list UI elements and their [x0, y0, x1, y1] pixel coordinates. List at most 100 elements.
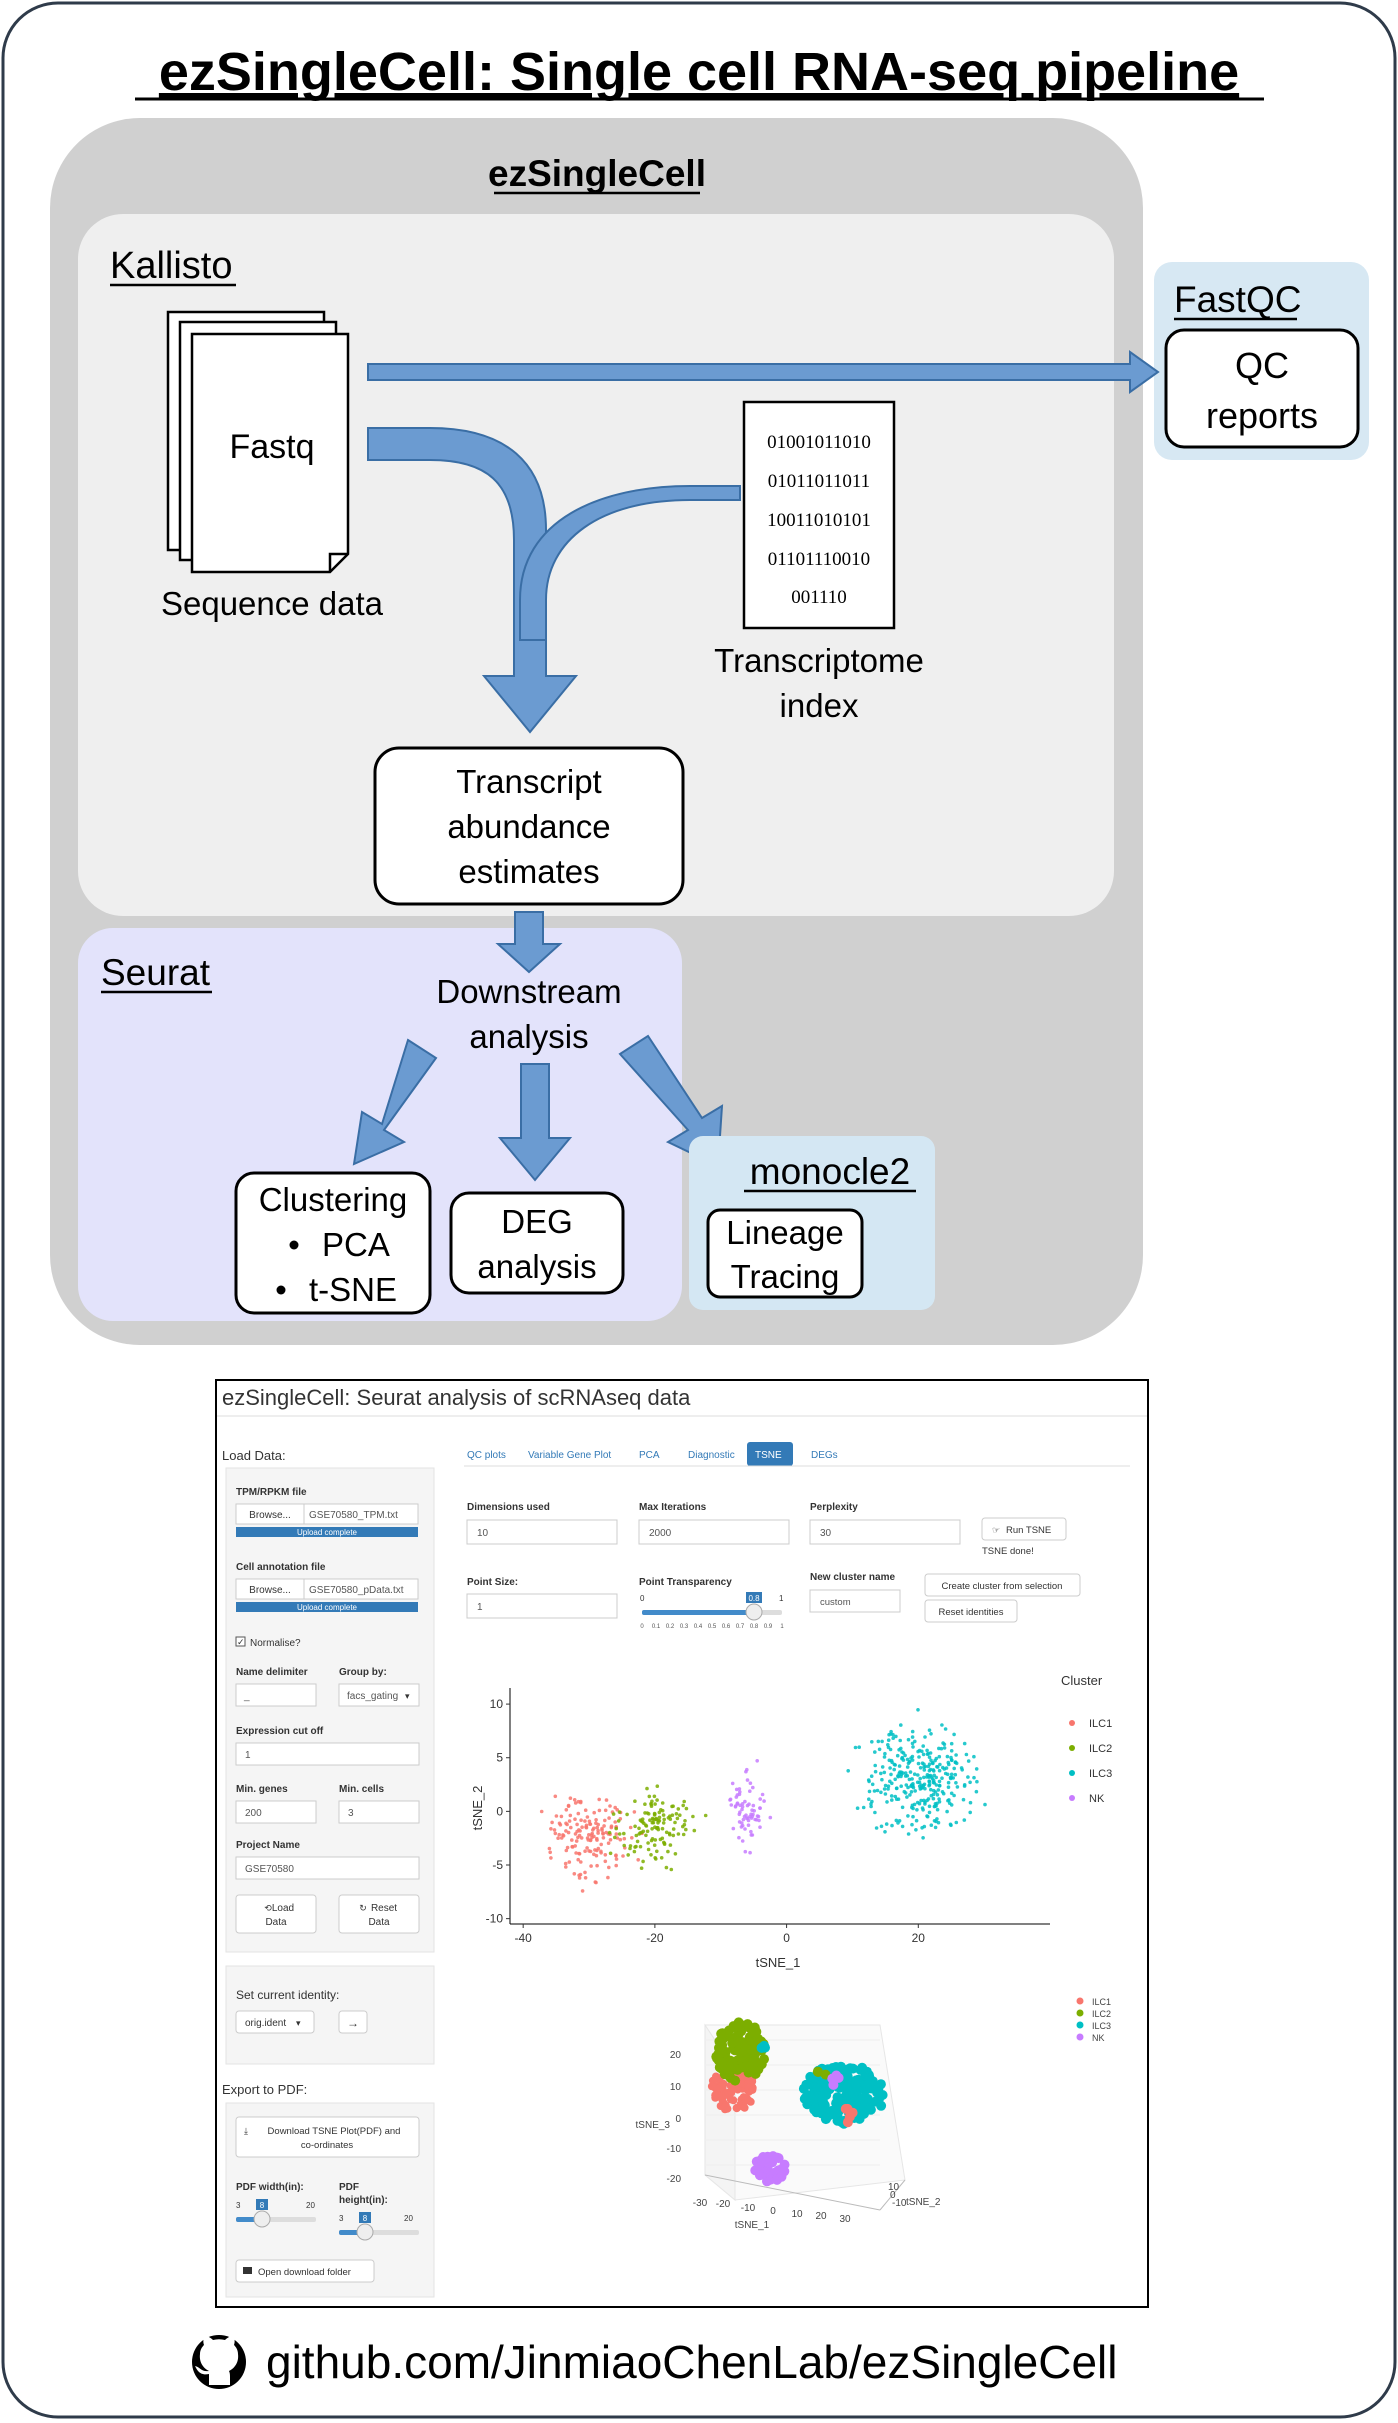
transparency-tick-labels: 0 0.1 0.2 0.3 0.4 0.5 0.6 0.7 0.8 0.9 1 [640, 1624, 784, 1630]
run-tsne-button[interactable] [981, 1517, 1067, 1541]
point-ilc2 [661, 1821, 666, 1825]
point-ilc2 [651, 1820, 656, 1825]
tab-degs[interactable]: DEGs [811, 1450, 838, 1461]
point-ilc3 [937, 1797, 941, 1801]
tsne-2d-plot[interactable]: -40 -20 0 20 10 5 0 -5 -10 tSNE_1 tSNE_2 [470, 1688, 1050, 1970]
point-ilc2 [703, 1813, 708, 1818]
point-ilc2 [644, 1824, 649, 1828]
arrow-to-clustering [352, 1038, 438, 1166]
pdf-width-slider-handle[interactable] [253, 2210, 271, 2228]
point-ilc3 [879, 1824, 884, 1829]
perp-input[interactable] [809, 1519, 961, 1545]
tab-variable-gene-plot[interactable]: Variable Gene Plot [528, 1450, 611, 1461]
transparency-slider-handle[interactable] [745, 1603, 763, 1621]
load-data-button[interactable] [235, 1894, 317, 1934]
point-nk [768, 1815, 773, 1820]
reset-data-button[interactable] [338, 1894, 420, 1934]
plot3d-z-tick: -10 [667, 2144, 682, 2155]
point-ilc3 [947, 1762, 951, 1767]
min-genes-input[interactable] [235, 1800, 317, 1824]
point-ilc3 [972, 1754, 976, 1759]
point-ilc2 [666, 1849, 670, 1854]
deg-line2: analysis [477, 1248, 596, 1285]
tab-diagnostic[interactable]: Diagnostic [688, 1450, 735, 1461]
reset-identities-button[interactable] [924, 1599, 1018, 1623]
iter-input[interactable] [638, 1519, 790, 1545]
y-tick-label: -10 [486, 1912, 504, 1926]
identity-select[interactable] [235, 2010, 315, 2034]
seurat-label: Seurat [101, 952, 211, 993]
group-by-select[interactable] [338, 1683, 420, 1707]
tab-pca[interactable]: PCA [639, 1450, 660, 1461]
point-nk [748, 1781, 753, 1785]
point-ilc3 [922, 1765, 926, 1769]
clustering-box [234, 1171, 432, 1315]
dims-input[interactable] [466, 1519, 618, 1545]
point-ilc3 [897, 1771, 901, 1776]
legend-title: Cluster [1061, 1673, 1103, 1688]
plot3d-point [813, 2067, 824, 2077]
point-ilc1 [597, 1808, 602, 1813]
transparency-tick: 0.8 [750, 1624, 759, 1630]
dims-label: Dimensions used [467, 1502, 550, 1513]
project-name-value: GSE70580 [245, 1864, 294, 1875]
point-ilc3 [879, 1790, 883, 1795]
create-cluster-button[interactable] [924, 1573, 1081, 1597]
plot3d-y-tick: -10 [892, 2198, 907, 2209]
point-ilc3 [922, 1762, 926, 1766]
point-ilc3 [929, 1758, 933, 1763]
point-ilc1 [596, 1828, 600, 1833]
point-ilc3 [937, 1783, 942, 1788]
point-ilc1 [587, 1833, 591, 1837]
annot-file-field[interactable] [303, 1578, 419, 1600]
point-ilc3 [906, 1832, 911, 1836]
open-folder-button[interactable] [235, 2259, 375, 2283]
point-ilc2 [650, 1816, 655, 1821]
pdf-height-value: 8 [363, 2214, 368, 2223]
transcriptome-index-line1: Transcriptome [714, 642, 924, 679]
tab-qc-plots[interactable]: QC plots [467, 1450, 506, 1461]
ezsinglecell-label: ezSingleCell [488, 153, 706, 194]
point-ilc3 [940, 1776, 944, 1780]
point-ilc1 [577, 1833, 582, 1838]
point-ilc1 [630, 1836, 634, 1840]
point-size-input[interactable] [466, 1593, 618, 1619]
point-ilc2 [655, 1849, 659, 1854]
pdf-height-slider-handle[interactable] [356, 2223, 374, 2241]
name-delim-input[interactable] [235, 1683, 317, 1707]
fastq-page-fold [328, 552, 348, 572]
plot3d-x-axis [704, 2174, 881, 2211]
point-ilc2 [644, 1833, 648, 1838]
point-ilc1 [595, 1825, 599, 1830]
apply-identity-button[interactable] [338, 2010, 368, 2034]
point-ilc1 [596, 1822, 600, 1827]
point-ilc3 [905, 1795, 909, 1799]
point-ilc3 [899, 1723, 903, 1727]
point-ilc2 [683, 1819, 687, 1823]
tab-tsne[interactable]: TSNE [755, 1450, 782, 1461]
tpm-file-field[interactable] [303, 1503, 419, 1525]
project-name-input[interactable] [235, 1856, 420, 1880]
point-ilc3 [954, 1820, 959, 1825]
transparency-tick: 0.5 [708, 1624, 717, 1630]
point-ilc2 [659, 1808, 663, 1812]
plot3d-point [738, 2039, 749, 2050]
min-cells-input[interactable] [338, 1800, 420, 1824]
point-ilc3 [873, 1763, 877, 1768]
point-ilc3 [900, 1756, 904, 1761]
point-nk [744, 1813, 748, 1817]
expr-cutoff-input[interactable] [235, 1742, 420, 1766]
github-link[interactable]: github.com/JinmiaoChenLab/ezSingleCell [266, 2336, 1118, 2388]
x-tick-label: 20 [912, 1931, 926, 1945]
cluster-name-input[interactable] [809, 1589, 901, 1613]
point-ilc2 [673, 1852, 678, 1856]
point-ilc2 [676, 1832, 681, 1836]
point-ilc1 [579, 1860, 583, 1864]
plot3d-legend-label-nk: NK [1092, 2033, 1105, 2043]
point-ilc2 [655, 1784, 660, 1788]
download-tsne-button[interactable] [235, 2116, 420, 2158]
transparency-tick: 0.2 [666, 1624, 675, 1630]
tab-tsne-bg[interactable] [747, 1442, 793, 1466]
normalise-checkbox[interactable] [235, 1636, 246, 1647]
